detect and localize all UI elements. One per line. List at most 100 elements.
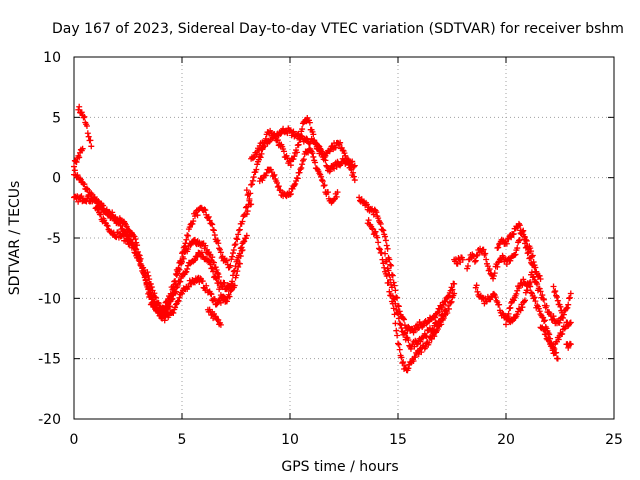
data-point <box>418 349 425 356</box>
data-point <box>290 156 297 163</box>
data-point <box>554 355 561 362</box>
data-point <box>382 233 389 240</box>
data-point <box>519 228 526 235</box>
data-point <box>83 185 90 192</box>
data-point <box>393 327 400 334</box>
data-point <box>451 280 458 287</box>
data-point <box>525 249 532 256</box>
data-point <box>179 290 185 297</box>
data-point <box>507 304 514 311</box>
data-point <box>183 268 190 275</box>
data-point <box>551 289 558 296</box>
data-point <box>374 234 381 241</box>
data-point <box>271 171 278 178</box>
data-point <box>151 290 158 297</box>
data-point <box>442 307 449 314</box>
data-point <box>495 244 502 251</box>
x-tick-label: 20 <box>497 432 515 448</box>
data-point <box>77 175 84 182</box>
data-point <box>514 245 521 252</box>
data-point <box>104 222 111 229</box>
data-point <box>194 212 201 219</box>
data-point <box>152 294 159 301</box>
data-point <box>306 119 313 126</box>
data-point <box>174 298 181 305</box>
data-point <box>550 350 557 357</box>
data-point <box>398 354 405 361</box>
data-point <box>387 276 394 283</box>
data-point <box>238 247 245 254</box>
data-point <box>516 222 523 229</box>
data-point <box>377 220 384 227</box>
data-point <box>231 242 238 249</box>
data-point <box>437 317 444 324</box>
data-point <box>78 109 85 116</box>
data-point <box>100 202 107 209</box>
data-point <box>71 163 77 170</box>
data-point <box>241 238 248 245</box>
data-point <box>546 338 553 345</box>
data-point <box>211 232 218 239</box>
data-point <box>389 272 396 279</box>
data-point <box>551 346 558 353</box>
data-point <box>139 265 146 272</box>
data-point <box>239 247 246 254</box>
data-point <box>369 225 376 232</box>
y-tick-label: 5 <box>52 110 61 126</box>
data-point <box>312 159 319 166</box>
data-point <box>563 305 570 312</box>
data-point <box>391 296 398 303</box>
y-tick-label: -20 <box>38 412 61 428</box>
data-point <box>242 204 249 211</box>
data-point <box>565 301 572 308</box>
data-point <box>507 257 514 264</box>
data-point <box>417 338 424 345</box>
data-point <box>287 191 294 198</box>
data-point <box>509 318 516 325</box>
data-point <box>442 298 449 305</box>
data-point <box>512 251 519 258</box>
data-point <box>564 304 571 311</box>
data-point <box>327 166 334 173</box>
data-point <box>246 197 253 204</box>
data-point <box>542 331 549 338</box>
data-point <box>531 264 538 271</box>
data-point <box>559 330 566 337</box>
data-point <box>395 310 401 317</box>
data-point <box>393 306 400 313</box>
data-points <box>71 103 574 374</box>
data-point <box>163 304 170 311</box>
data-point <box>351 177 358 184</box>
data-point <box>213 301 220 308</box>
data-point <box>182 269 189 276</box>
data-point <box>250 174 257 181</box>
data-point <box>559 309 566 316</box>
data-point <box>309 150 316 157</box>
data-point <box>183 236 190 243</box>
data-point <box>434 309 441 316</box>
data-point <box>202 242 209 249</box>
data-point <box>229 250 236 257</box>
data-point <box>258 150 265 157</box>
data-point <box>93 196 100 203</box>
data-point <box>540 295 547 302</box>
data-point <box>298 164 305 171</box>
data-point <box>490 290 497 297</box>
data-point <box>235 264 242 271</box>
data-point <box>519 304 526 311</box>
data-point <box>567 290 574 297</box>
data-point <box>398 324 405 331</box>
data-point <box>211 296 218 303</box>
data-point <box>236 226 243 233</box>
data-point <box>110 213 117 220</box>
data-point <box>219 253 226 260</box>
grid-lines <box>74 57 614 419</box>
data-point <box>292 180 299 187</box>
data-point <box>520 231 527 238</box>
data-point <box>293 149 300 156</box>
data-point <box>536 272 543 279</box>
data-point <box>83 123 90 130</box>
data-point <box>103 207 110 214</box>
data-point <box>464 263 471 270</box>
data-point <box>560 315 567 322</box>
